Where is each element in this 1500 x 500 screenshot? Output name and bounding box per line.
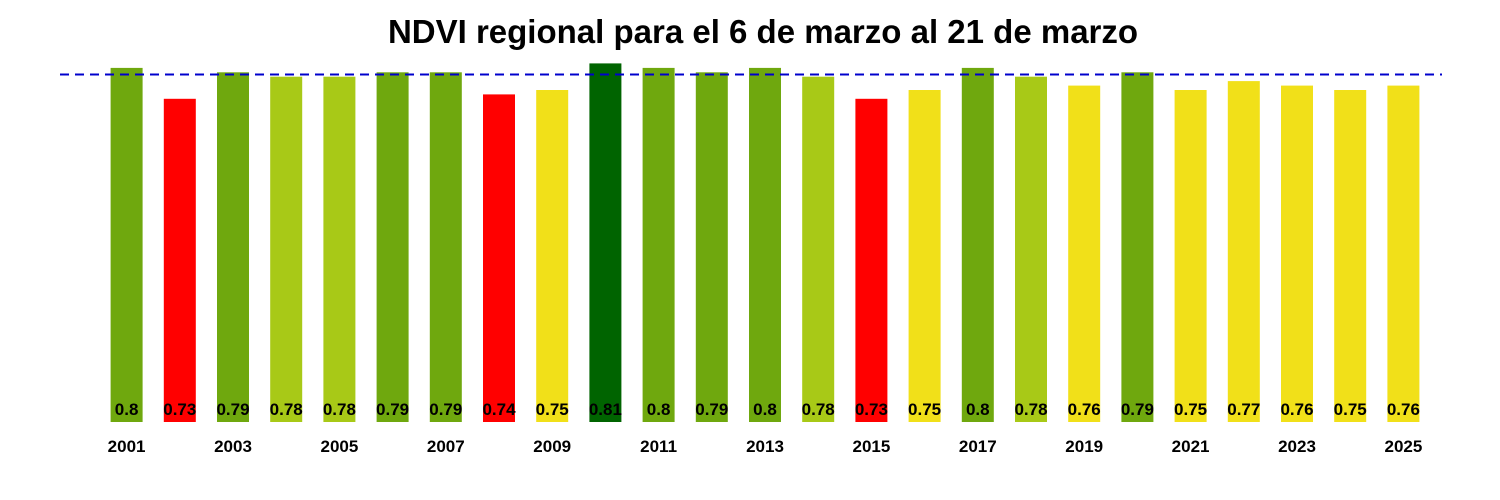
value-label-2018: 0.78: [1014, 400, 1047, 419]
x-tick-2005: 2005: [320, 437, 358, 456]
value-label-2023: 0.76: [1280, 400, 1313, 419]
bar-2020: [1121, 72, 1154, 423]
bar-2011: [642, 67, 675, 423]
x-tick-2007: 2007: [427, 437, 465, 456]
value-label-2002: 0.73: [163, 400, 196, 419]
x-tick-2003: 2003: [214, 437, 252, 456]
value-label-2015: 0.73: [855, 400, 888, 419]
bar-2005: [323, 76, 356, 422]
value-label-2020: 0.79: [1121, 400, 1154, 419]
bar-2025: [1387, 85, 1420, 422]
value-label-2003: 0.79: [216, 400, 249, 419]
bar-2003: [217, 72, 249, 423]
value-label-2014: 0.78: [802, 400, 835, 419]
x-tick-2019: 2019: [1065, 437, 1103, 456]
x-tick-2011: 2011: [640, 437, 677, 456]
x-tick-2025: 2025: [1384, 437, 1422, 456]
value-label-2016: 0.75: [908, 400, 941, 419]
value-label-2009: 0.75: [536, 400, 569, 419]
value-label-2019: 0.76: [1068, 400, 1101, 419]
value-label-2017: 0.8: [966, 400, 990, 419]
value-label-2013: 0.8: [753, 400, 777, 419]
x-tick-2001: 2001: [108, 437, 146, 456]
bar-2014: [802, 76, 835, 422]
bar-2024: [1334, 90, 1367, 422]
value-label-2024: 0.75: [1334, 400, 1367, 419]
value-label-2011: 0.8: [647, 400, 671, 419]
value-label-2007: 0.79: [429, 400, 462, 419]
value-label-2012: 0.79: [695, 400, 728, 419]
bar-2008: [483, 94, 515, 423]
bar-2018: [1015, 76, 1047, 422]
x-axis-ticks: 2001 2003 2005 2007 2009 2011 2013 2015 2017 2019…: [108, 437, 1423, 456]
bar-2019: [1068, 85, 1101, 422]
bar-2023: [1281, 85, 1313, 422]
bar-2001: [110, 67, 143, 423]
value-label-2001: 0.8: [115, 400, 139, 419]
x-tick-2023: 2023: [1278, 437, 1316, 456]
x-tick-2013: 2013: [746, 437, 784, 456]
value-label-2010: 0.81: [589, 400, 622, 419]
value-label-2005: 0.78: [323, 400, 356, 419]
bar-2022: [1227, 81, 1260, 422]
bar-2010: [589, 63, 622, 423]
x-tick-2009: 2009: [533, 437, 571, 456]
bar-2013: [749, 67, 781, 423]
x-tick-2015: 2015: [852, 437, 890, 456]
bar-2017: [961, 67, 994, 423]
value-labels-group: 0.8 0.73 0.79 0.78 0.78 0.79 0.79 0.74 0.75 0.81 0…: [115, 400, 1420, 419]
chart-title: NDVI regional para el 6 de marzo al 21 d…: [388, 13, 1138, 50]
bar-2021: [1174, 90, 1207, 422]
bar-2012: [695, 72, 728, 423]
x-tick-2021: 2021: [1172, 437, 1210, 456]
x-tick-2017: 2017: [959, 437, 997, 456]
value-label-2022: 0.77: [1227, 400, 1260, 419]
bar-2016: [908, 90, 941, 422]
bar-2002: [163, 98, 196, 423]
bar-2007: [429, 72, 462, 423]
value-label-2021: 0.75: [1174, 400, 1207, 419]
bar-2015: [855, 98, 888, 423]
bars-group: [110, 63, 1420, 423]
value-label-2025: 0.76: [1387, 400, 1420, 419]
value-label-2008: 0.74: [482, 400, 516, 419]
bar-2004: [270, 76, 303, 422]
value-label-2006: 0.79: [376, 400, 409, 419]
bar-2006: [376, 72, 409, 423]
bar-2009: [536, 90, 569, 422]
value-label-2004: 0.78: [270, 400, 303, 419]
